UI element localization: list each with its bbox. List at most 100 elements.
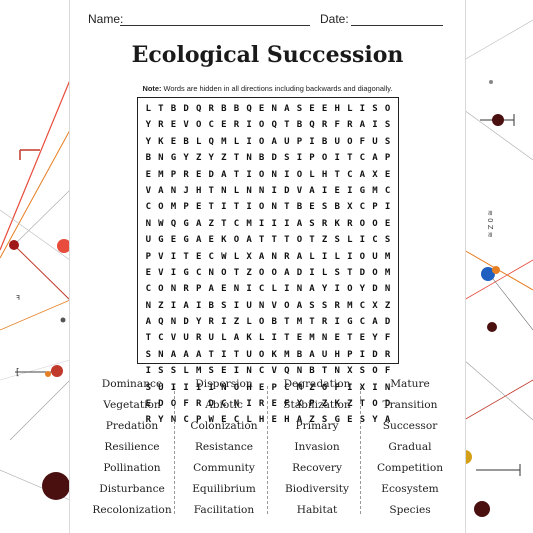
grid-letter[interactable]: T (233, 349, 240, 360)
grid-letter[interactable]: T (221, 218, 227, 229)
grid-letter[interactable]: R (284, 251, 290, 262)
grid-letter[interactable]: R (208, 317, 214, 328)
grid-letter[interactable]: F (359, 136, 366, 147)
grid-letter[interactable]: N (246, 185, 252, 196)
grid-letter[interactable]: E (334, 333, 340, 344)
grid-letter[interactable]: A (384, 415, 391, 426)
grid-letter[interactable]: I (284, 218, 290, 229)
grid-letter[interactable]: G (183, 267, 189, 278)
grid-letter[interactable]: T (145, 333, 151, 344)
grid-letter[interactable]: E (258, 382, 265, 393)
grid-letter[interactable]: M (195, 366, 202, 377)
grid-letter[interactable]: A (246, 235, 252, 246)
grid-letter[interactable]: B (145, 153, 151, 164)
grid-letter[interactable]: D (372, 284, 378, 295)
grid-letter[interactable]: O (384, 104, 391, 114)
grid-letter[interactable]: B (321, 136, 328, 147)
grid-letter[interactable]: Z (321, 399, 328, 410)
grid-letter[interactable]: M (384, 251, 391, 262)
grid-letter[interactable]: S (221, 300, 227, 311)
grid-letter[interactable]: N (221, 382, 227, 393)
grid-letter[interactable]: R (347, 218, 353, 229)
grid-letter[interactable]: T (271, 235, 277, 246)
grid-letter[interactable]: I (208, 382, 214, 393)
grid-letter[interactable]: E (221, 284, 227, 295)
grid-letter[interactable]: Y (321, 284, 328, 295)
grid-letter[interactable]: I (359, 349, 366, 360)
grid-letter[interactable]: O (158, 284, 164, 295)
grid-letter[interactable]: N (158, 153, 164, 164)
grid-letter[interactable]: V (271, 366, 277, 377)
grid-letter[interactable]: T (309, 235, 315, 246)
grid-letter[interactable]: C (258, 366, 265, 377)
grid-letter[interactable]: A (145, 317, 151, 328)
grid-letter[interactable]: Z (195, 153, 202, 164)
grid-letter[interactable]: T (233, 202, 240, 213)
grid-letter[interactable]: Y (183, 153, 189, 164)
grid-letter[interactable]: N (296, 284, 303, 295)
grid-letter[interactable]: P (170, 169, 177, 180)
grid-letter[interactable]: D (384, 399, 391, 410)
grid-letter[interactable]: G (183, 235, 189, 246)
grid-letter[interactable]: F (384, 366, 391, 377)
grid-letter[interactable]: P (271, 382, 277, 393)
grid-letter[interactable]: I (321, 185, 328, 196)
grid-letter[interactable]: I (246, 136, 252, 147)
grid-letter[interactable]: I (296, 153, 303, 164)
grid-letter[interactable]: L (309, 169, 315, 180)
grid-letter[interactable]: U (321, 349, 328, 360)
grid-letter[interactable]: I (246, 202, 252, 213)
grid-letter[interactable]: B (296, 120, 303, 131)
grid-letter[interactable]: O (296, 235, 303, 246)
grid-letter[interactable]: I (372, 120, 378, 131)
grid-letter[interactable]: A (309, 349, 315, 360)
grid-letter[interactable]: F (334, 120, 340, 131)
grid-letter[interactable]: X (296, 399, 303, 410)
grid-letter[interactable]: L (183, 366, 189, 377)
grid-letter[interactable]: X (372, 169, 378, 180)
grid-letter[interactable]: Y (158, 415, 164, 426)
grid-letter[interactable]: O (258, 202, 265, 213)
grid-letter[interactable]: I (271, 333, 277, 344)
grid-letter[interactable]: S (372, 104, 378, 114)
grid-letter[interactable]: I (233, 300, 240, 311)
grid-letter[interactable]: B (221, 104, 227, 114)
grid-letter[interactable]: X (246, 251, 252, 262)
grid-letter[interactable]: S (208, 366, 214, 377)
grid-letter[interactable]: L (233, 136, 240, 147)
grid-letter[interactable]: B (271, 317, 277, 328)
grid-letter[interactable]: T (347, 333, 353, 344)
grid-letter[interactable]: C (233, 218, 240, 229)
grid-letter[interactable]: P (195, 284, 202, 295)
grid-letter[interactable]: A (372, 317, 378, 328)
grid-letter[interactable]: N (170, 415, 177, 426)
grid-letter[interactable]: E (334, 185, 340, 196)
grid-letter[interactable]: D (384, 317, 391, 328)
grid-letter[interactable]: N (334, 366, 340, 377)
grid-letter[interactable]: L (258, 333, 265, 344)
grid-letter[interactable]: R (384, 349, 391, 360)
grid-letter[interactable]: E (221, 120, 227, 131)
grid-letter[interactable]: U (372, 251, 378, 262)
grid-letter[interactable]: L (334, 251, 340, 262)
grid-letter[interactable]: X (347, 366, 353, 377)
grid-letter[interactable]: T (183, 251, 189, 262)
grid-letter[interactable]: Z (309, 415, 315, 426)
grid-letter[interactable]: A (208, 284, 214, 295)
grid-letter[interactable]: I (145, 366, 151, 377)
date-field[interactable] (351, 25, 443, 26)
grid-letter[interactable]: T (233, 153, 240, 164)
grid-letter[interactable]: T (233, 169, 240, 180)
grid-letter[interactable]: K (158, 136, 164, 147)
grid-letter[interactable]: T (284, 333, 290, 344)
grid-letter[interactable]: I (334, 284, 340, 295)
grid-letter[interactable]: S (334, 267, 340, 278)
grid-letter[interactable]: I (221, 317, 227, 328)
grid-letter[interactable]: T (284, 202, 290, 213)
grid-letter[interactable]: Z (384, 300, 391, 311)
grid-letter[interactable]: N (233, 399, 240, 410)
grid-letter[interactable]: M (347, 300, 353, 311)
grid-letter[interactable]: C (145, 202, 151, 213)
grid-letter[interactable]: I (246, 169, 252, 180)
grid-letter[interactable]: V (271, 300, 277, 311)
